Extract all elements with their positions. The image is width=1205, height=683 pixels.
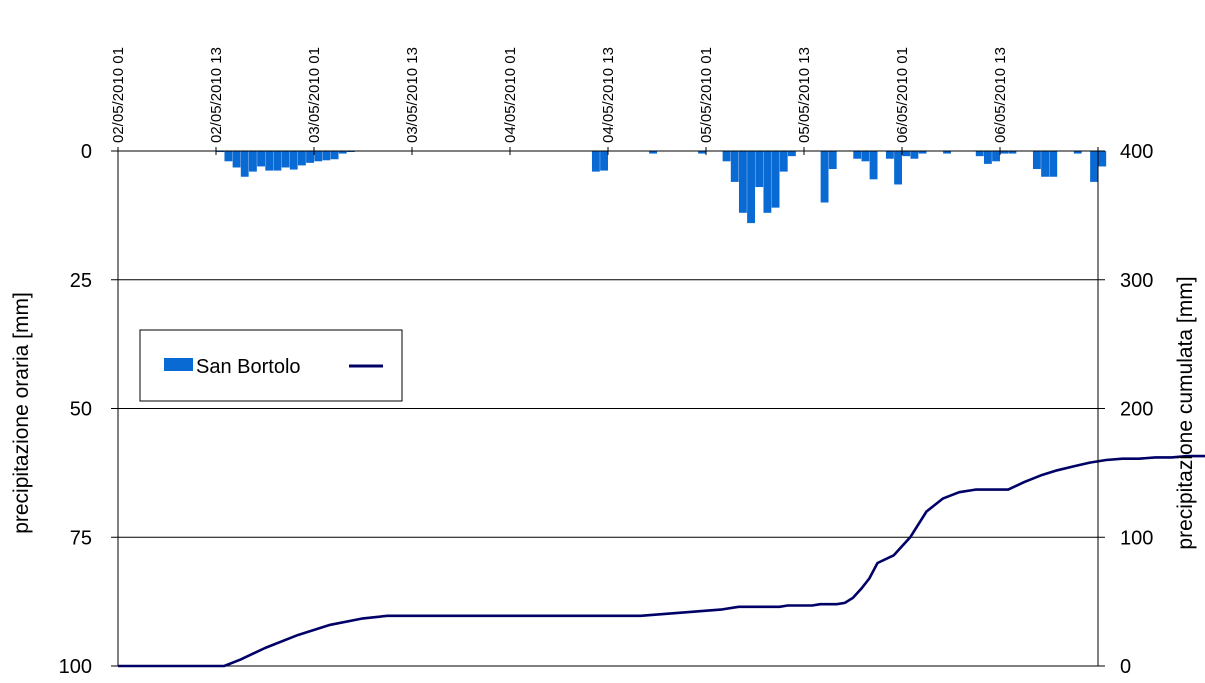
y-left-tick-label: 0 <box>81 141 92 163</box>
precip-bar <box>910 151 919 159</box>
precip-bar <box>885 151 894 159</box>
cumulative-line <box>118 454 1205 668</box>
precip-bar <box>747 151 755 224</box>
x-tick-label: 05/05/2010 01 <box>698 47 715 143</box>
y-right-tick-label: 200 <box>1120 399 1153 421</box>
x-tick-label: 02/05/2010 01 <box>110 47 127 143</box>
y-right-tick-label: 0 <box>1120 656 1131 678</box>
legend: San Bortolo <box>139 329 403 402</box>
precip-bar <box>755 151 764 188</box>
y-left-tick-label: 50 <box>70 399 92 421</box>
precip-bar <box>730 151 739 182</box>
precip-bar <box>1098 151 1107 167</box>
precip-bar <box>297 151 306 166</box>
cumulative-line-layer <box>118 454 1205 668</box>
precip-bar <box>289 151 298 170</box>
x-tick-label: 04/05/2010 13 <box>600 47 617 143</box>
precip-bar <box>1008 151 1017 154</box>
y-right-axis-title: precipitazione cumulata [mm] <box>1174 276 1197 549</box>
precip-bar <box>224 151 233 162</box>
precip-bar <box>306 151 314 163</box>
precip-bar <box>346 151 355 153</box>
precip-bar <box>330 151 339 160</box>
precip-bar <box>216 151 225 153</box>
precip-bar <box>763 151 772 213</box>
precip-bar <box>600 151 608 171</box>
axis-labels: 0 25 50 75 100 0 100 200 300 400 02/05/2010 01 02/0… <box>59 47 1154 678</box>
axes <box>111 147 1105 667</box>
precip-bar <box>1049 151 1058 177</box>
precip-bar <box>281 151 290 168</box>
precip-bar <box>1073 151 1082 154</box>
precip-bar <box>943 151 951 154</box>
precip-bar <box>232 151 241 168</box>
x-tick-label: 06/05/2010 01 <box>894 47 911 143</box>
precip-bar <box>240 151 249 177</box>
legend-label: San Bortolo <box>196 356 301 378</box>
precip-bar <box>853 151 862 159</box>
precip-bar <box>722 151 731 162</box>
x-tick-label: 02/05/2010 13 <box>208 47 225 143</box>
precip-bar <box>338 151 347 154</box>
x-tick-label: 03/05/2010 01 <box>306 47 323 143</box>
y-right-tick-label: 400 <box>1120 141 1153 163</box>
precip-bar <box>1032 151 1041 170</box>
y-right-tick-label: 100 <box>1120 527 1153 549</box>
precip-bar <box>257 151 265 167</box>
y-left-tick-label: 25 <box>70 270 92 292</box>
precip-bar <box>322 151 331 161</box>
precip-bar <box>918 151 927 154</box>
precip-bar <box>314 151 323 162</box>
precip-bar <box>828 151 837 170</box>
precip-bar <box>975 151 984 157</box>
precip-bar <box>1041 151 1049 177</box>
x-tick-label: 05/05/2010 13 <box>796 47 813 143</box>
precip-bar <box>992 151 1000 162</box>
precip-bar <box>591 151 600 172</box>
precip-bar <box>771 151 780 208</box>
y-right-tick-label: 300 <box>1120 270 1153 292</box>
precip-bar <box>1090 151 1098 182</box>
y-left-tick-label: 75 <box>70 527 92 549</box>
legend-bar-swatch <box>164 358 193 371</box>
precip-bar <box>902 151 911 157</box>
precip-bar <box>820 151 829 203</box>
precip-bar <box>894 151 902 185</box>
precip-bar <box>861 151 870 162</box>
y-left-tick-label: 100 <box>59 656 92 678</box>
precip-bar <box>869 151 878 180</box>
precip-bar <box>248 151 257 172</box>
grid-lines <box>118 279 1098 667</box>
x-tick-label: 06/05/2010 13 <box>992 47 1009 143</box>
precip-bar <box>738 151 747 213</box>
precip-bar <box>265 151 274 171</box>
x-tick-label: 04/05/2010 01 <box>502 47 519 143</box>
hourly-bars <box>216 151 1107 224</box>
precip-bar <box>983 151 992 164</box>
precip-bar <box>1000 151 1009 154</box>
precip-bar <box>698 151 706 154</box>
x-tick-label: 03/05/2010 13 <box>404 47 421 143</box>
precip-bar <box>779 151 788 172</box>
precip-bar <box>649 151 657 154</box>
precip-bar <box>787 151 796 157</box>
y-left-axis-title: precipitazione oraria [mm] <box>10 292 33 534</box>
precip-bar <box>273 151 282 171</box>
